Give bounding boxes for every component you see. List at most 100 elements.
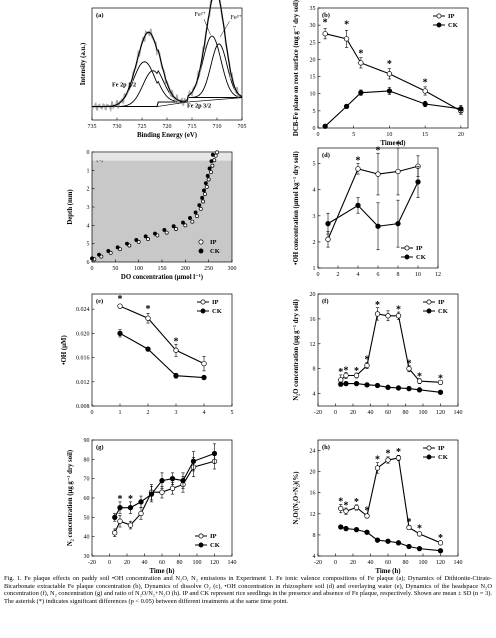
x-tick-label: 60 xyxy=(385,560,391,566)
significance-star: * xyxy=(174,337,179,348)
data-point xyxy=(353,380,360,387)
series-line xyxy=(340,383,441,393)
data-point xyxy=(406,543,412,550)
x-tick-label: 1 xyxy=(119,410,122,416)
significance-star: * xyxy=(344,365,349,376)
data-point xyxy=(159,477,165,484)
x-tick-label: 0 xyxy=(91,410,94,416)
data-point xyxy=(395,221,401,227)
series-ck xyxy=(322,87,464,129)
x-tick-label: 20 xyxy=(458,132,464,138)
legend: IP CK xyxy=(195,533,220,549)
significance-star: * xyxy=(118,494,123,505)
data-point xyxy=(343,525,349,532)
significance-star: * xyxy=(396,304,401,315)
x-tick-label: 0 xyxy=(317,132,320,138)
x-tick-label: 5 xyxy=(352,132,355,138)
series-ip xyxy=(325,147,421,248)
legend-marker xyxy=(200,308,206,314)
y-axis-label: Intensity (a.u.) xyxy=(80,43,87,85)
data-point xyxy=(202,192,207,197)
data-point xyxy=(338,377,344,383)
x-tick-label: -20 xyxy=(314,410,322,416)
data-point xyxy=(117,303,123,309)
data-point xyxy=(210,152,215,157)
series-ck xyxy=(90,152,215,261)
legend-marker xyxy=(426,454,432,460)
legend-marker xyxy=(198,239,204,245)
y-axis-label: N₂ concentration (μg g⁻¹ dry soil) xyxy=(67,450,74,546)
legend-marker xyxy=(404,245,410,251)
data-point xyxy=(173,347,179,353)
significance-star: * xyxy=(344,500,349,511)
data-point xyxy=(364,362,370,369)
y-tick-label: 4 xyxy=(313,554,316,560)
data-point xyxy=(146,237,150,242)
y-axis-label: Depth (mm) xyxy=(67,189,74,224)
data-point xyxy=(395,385,402,391)
y-tick-label: 5 xyxy=(313,162,316,168)
x-tick-label: 40 xyxy=(368,560,374,566)
data-point xyxy=(180,477,186,484)
data-point xyxy=(437,540,444,546)
figure: 735 730 725 720 715 710 705(a)Binding Energy (… xyxy=(61,0,469,575)
data-point xyxy=(385,457,391,463)
significance-star: * xyxy=(376,145,381,156)
y-tick-label: 12 xyxy=(310,512,316,518)
x-tick-label: 20 xyxy=(124,560,130,566)
data-point xyxy=(169,485,176,491)
data-point xyxy=(338,381,344,387)
data-point xyxy=(338,524,344,530)
legend-label: IP xyxy=(438,299,445,306)
series-line xyxy=(119,332,205,379)
data-point xyxy=(422,101,428,107)
data-point xyxy=(415,179,421,185)
data-point xyxy=(195,214,199,219)
significance-star: * xyxy=(386,449,391,460)
legend: IP CK xyxy=(198,239,220,255)
data-point xyxy=(395,540,402,546)
data-point xyxy=(437,389,444,395)
y-tick-label: 4 xyxy=(313,392,316,398)
annotation-2p32: Fe 2p 3/2 xyxy=(187,103,211,110)
x-tick-label: 120 xyxy=(436,410,445,416)
data-point xyxy=(364,529,370,535)
series-line xyxy=(340,457,441,544)
y-tick-label: 50 xyxy=(84,515,90,521)
x-tick-label: 720 xyxy=(163,124,172,130)
significance-star: * xyxy=(118,294,123,305)
significance-star: * xyxy=(387,59,392,70)
series-line xyxy=(324,90,461,127)
y-axis-label: N₂O concentration (μg g⁻¹ dry soil) xyxy=(293,299,300,401)
legend-marker xyxy=(198,248,204,254)
data-point xyxy=(127,505,134,511)
legend-label: CK xyxy=(210,248,220,255)
data-point xyxy=(355,166,361,172)
y-tick-label: 0.008 xyxy=(76,404,90,410)
x-tick-label: 2 xyxy=(147,410,150,416)
y-tick-label: 20 xyxy=(310,292,316,298)
x-tick-label: 120 xyxy=(436,560,445,566)
y-tick-label: 35 xyxy=(310,6,316,12)
significance-star: * xyxy=(323,18,328,29)
data-point xyxy=(143,234,148,239)
significance-star: * xyxy=(354,497,359,508)
y-tick-label: 4 xyxy=(87,223,90,229)
x-tick-label: 5 xyxy=(231,410,234,416)
y-tick-label: 20 xyxy=(310,470,316,476)
x-tick-label: 140 xyxy=(454,560,463,566)
data-point xyxy=(200,195,205,200)
annotation-fe3: Fe³⁺ xyxy=(231,14,242,21)
data-point xyxy=(190,458,197,464)
data-point xyxy=(145,315,151,321)
panel-h-axes: -20 0 20 40 60 80 100 120 140 4 8 12 16 20 24 (h) Time (… xyxy=(293,439,463,575)
data-point xyxy=(112,514,118,520)
x-tick-label: 250 xyxy=(204,266,213,272)
y-tick-label: 0.024 xyxy=(76,307,90,313)
annotation-arrow xyxy=(203,19,211,35)
data-point xyxy=(374,382,381,389)
data-point xyxy=(145,346,151,352)
panel-letter: (d) xyxy=(322,152,330,159)
series-line xyxy=(325,33,462,112)
series-ck xyxy=(338,524,444,554)
